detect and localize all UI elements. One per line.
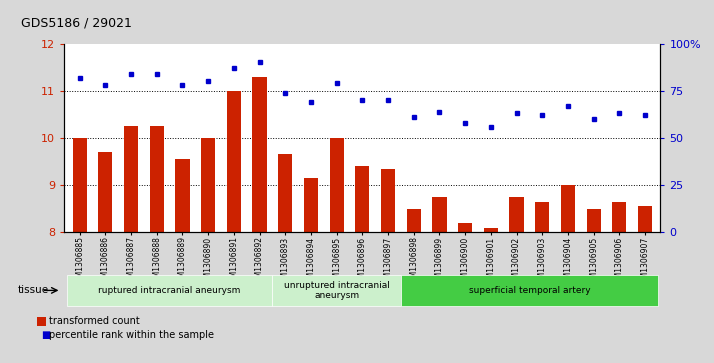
Text: percentile rank within the sample: percentile rank within the sample (49, 330, 213, 340)
Text: transformed count: transformed count (49, 316, 139, 326)
Bar (273, 275, 401, 306)
Bar (407, 209, 421, 232)
Bar (201, 138, 215, 232)
Bar (638, 206, 652, 232)
Bar (150, 126, 164, 232)
Bar (613, 201, 626, 232)
Bar (124, 126, 138, 232)
Text: unruptured intracranial
aneurysm: unruptured intracranial aneurysm (283, 281, 390, 300)
Bar (484, 228, 498, 232)
Bar (73, 138, 86, 232)
Bar (176, 159, 189, 232)
Bar (561, 185, 575, 232)
Bar (381, 168, 395, 232)
Text: GDS5186 / 29021: GDS5186 / 29021 (21, 16, 132, 29)
Bar (99, 152, 112, 232)
Bar (304, 178, 318, 232)
Bar (587, 209, 600, 232)
Bar (67, 275, 273, 306)
Bar (458, 223, 472, 232)
Bar (330, 138, 343, 232)
Bar (536, 201, 549, 232)
Bar (401, 275, 658, 306)
Bar (510, 197, 523, 232)
Bar (278, 154, 292, 232)
Text: tissue: tissue (18, 285, 49, 295)
Bar (227, 91, 241, 232)
Bar (356, 166, 369, 232)
Bar (433, 197, 446, 232)
Text: ruptured intracranial aneurysm: ruptured intracranial aneurysm (99, 286, 241, 295)
Text: ■: ■ (41, 330, 51, 340)
Bar (253, 77, 266, 232)
Text: superficial temporal artery: superficial temporal artery (468, 286, 590, 295)
